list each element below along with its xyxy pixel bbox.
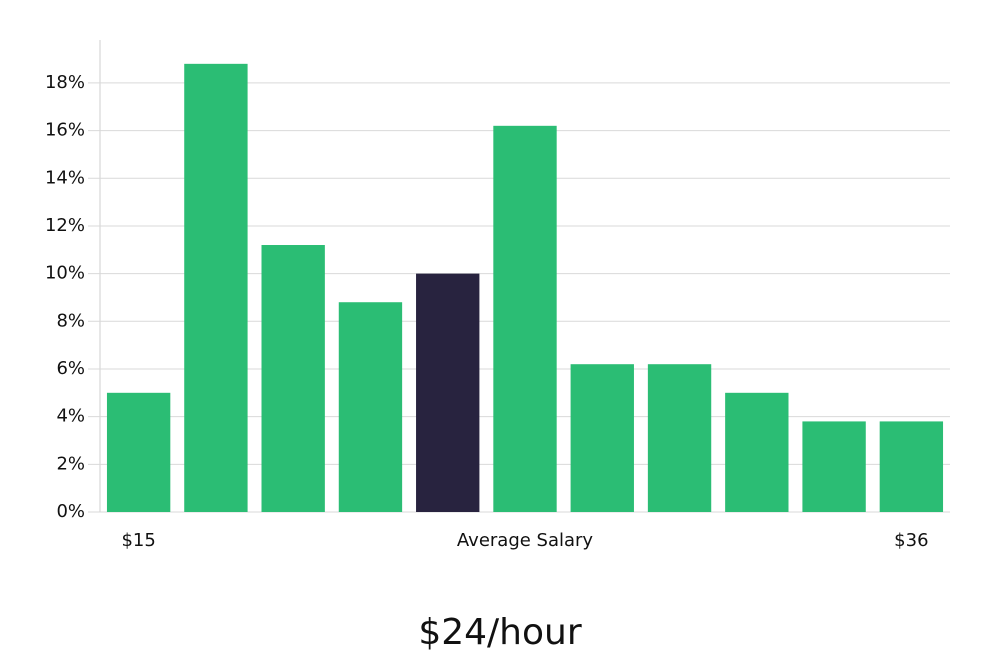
bar bbox=[725, 392, 789, 512]
bar bbox=[802, 421, 866, 512]
bar bbox=[570, 364, 634, 512]
y-tick-label: 14% bbox=[45, 167, 85, 188]
bar bbox=[184, 63, 248, 513]
bar bbox=[261, 245, 325, 512]
y-tick-label: 10% bbox=[45, 263, 85, 284]
average-annotation: $24/hour bbox=[418, 612, 582, 653]
y-tick-label: 4% bbox=[56, 406, 85, 427]
y-tick-label: 12% bbox=[45, 215, 85, 236]
bar bbox=[879, 421, 944, 512]
y-tick-label: 16% bbox=[45, 120, 85, 141]
bar bbox=[106, 392, 171, 512]
y-tick-label: 0% bbox=[56, 501, 85, 522]
y-tick-label: 6% bbox=[56, 358, 85, 379]
y-tick-label: 8% bbox=[56, 310, 85, 331]
x-tick-label: $15 bbox=[121, 530, 155, 551]
y-tick-label: 2% bbox=[56, 453, 85, 474]
y-tick-label: 18% bbox=[45, 72, 85, 93]
x-axis-label: Average Salary bbox=[457, 530, 594, 551]
bar bbox=[493, 125, 557, 513]
x-tick-label: $36 bbox=[894, 530, 928, 551]
bar bbox=[338, 302, 403, 512]
bar bbox=[416, 273, 480, 512]
bar bbox=[647, 364, 712, 512]
